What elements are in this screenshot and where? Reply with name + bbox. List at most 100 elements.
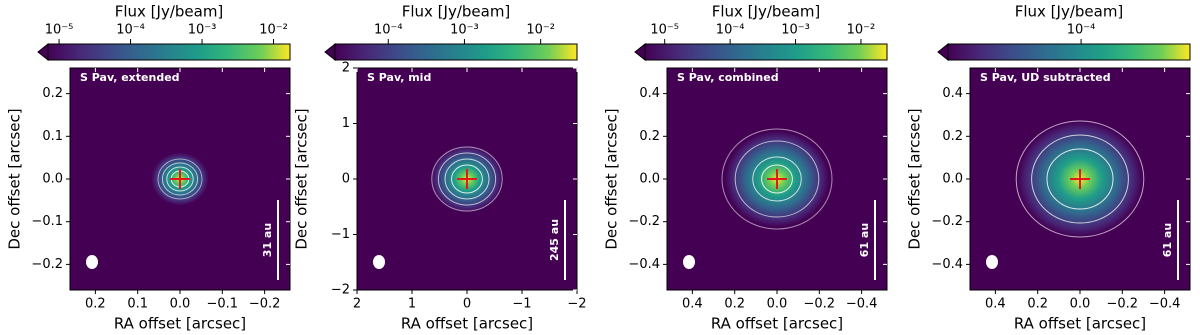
y-tick-label: 0 xyxy=(342,172,350,187)
y-tick-label: 0.4 xyxy=(639,86,660,101)
panel: 245 au S Pav, mid 2 1 0 −1 −2 −2 −1 0 1 2 RA offset … xyxy=(293,3,587,333)
y-tick-label: 0.0 xyxy=(639,172,660,187)
colorbar-extend xyxy=(937,42,949,62)
x-tick-label: 0.4 xyxy=(985,297,1006,312)
colorbar-tick-label: 10⁻⁴ xyxy=(116,23,145,38)
colorbar-tick-label: 10⁻⁵ xyxy=(650,23,679,38)
y-tick-label: 0.0 xyxy=(42,172,63,187)
image: 61 au S Pav, UD subtracted xyxy=(970,68,1190,290)
colorbar-tick-label: 10⁻⁴ xyxy=(1067,23,1096,38)
y-tick-label: −0.4 xyxy=(931,257,963,272)
image: 61 au S Pav, combined xyxy=(667,68,887,290)
y-tick-label: −0.2 xyxy=(931,214,963,229)
x-tick-label: −0.4 xyxy=(1149,297,1181,312)
y-tick-label: −0.2 xyxy=(31,257,63,272)
contour xyxy=(1015,120,1145,238)
scale-label: 31 au xyxy=(261,223,274,257)
contour xyxy=(437,152,497,206)
x-tick-label: −1 xyxy=(512,297,531,312)
contour xyxy=(734,140,820,218)
y-tick-label: −2 xyxy=(331,283,350,298)
x-tick-label: −0.2 xyxy=(1107,297,1139,312)
colorbar-extend xyxy=(634,42,646,62)
x-tick-label: −0.2 xyxy=(249,297,281,312)
panel-label: S Pav, mid xyxy=(367,71,431,84)
colorbar xyxy=(947,43,1191,61)
beam xyxy=(683,255,695,269)
x-tick-label: −0.4 xyxy=(846,297,878,312)
colorbar-tick-label: 10⁻³ xyxy=(188,23,217,38)
image: 245 au S Pav, mid xyxy=(357,68,577,290)
contour xyxy=(451,164,483,194)
y-tick-label: 0.0 xyxy=(942,172,963,187)
x-tick-label: −0.2 xyxy=(804,297,836,312)
contour xyxy=(761,164,793,194)
beam xyxy=(373,255,385,269)
contour xyxy=(721,128,833,230)
x-tick-label: 0.4 xyxy=(682,297,703,312)
y-tick-label: 0.2 xyxy=(942,129,963,144)
colorbar-tick-label: 10⁻³ xyxy=(450,23,479,38)
contour xyxy=(444,158,490,200)
y-tick-label: 0.2 xyxy=(42,86,63,101)
x-tick-label: 0.0 xyxy=(170,297,191,312)
x-axis-label: RA offset [arcsec] xyxy=(711,315,843,333)
y-axis-label: Dec offset [arcsec] xyxy=(293,108,311,249)
x-tick-label: 0.2 xyxy=(85,297,106,312)
y-tick-label: 0.2 xyxy=(639,129,660,144)
panel-label: S Pav, extended xyxy=(80,71,180,84)
scale-label: 61 au xyxy=(858,223,871,257)
colorbar-tick-label: 10⁻⁴ xyxy=(374,23,403,38)
colorbar-tick-label: 10⁻³ xyxy=(781,23,810,38)
colorbar-tick-label: 10⁻² xyxy=(259,23,288,38)
y-axis-label: Dec offset [arcsec] xyxy=(906,108,924,249)
contour xyxy=(166,166,194,192)
x-tick-label: 0.1 xyxy=(127,297,148,312)
contour xyxy=(752,156,802,202)
x-axis-label: RA offset [arcsec] xyxy=(114,315,246,333)
colorbar-tick-label: 10⁻² xyxy=(847,23,876,38)
x-tick-label: −2 xyxy=(567,297,586,312)
colorbar-tick-label: 10⁻⁵ xyxy=(45,23,74,38)
y-axis-label: Dec offset [arcsec] xyxy=(603,108,621,249)
x-axis-label: RA offset [arcsec] xyxy=(401,315,533,333)
image: 31 au S Pav, extended xyxy=(70,68,290,290)
x-tick-label: 0.2 xyxy=(724,297,745,312)
colorbar-label: Flux [Jy/beam] xyxy=(1015,3,1124,21)
colorbar-extend xyxy=(37,42,49,62)
y-tick-label: 1 xyxy=(342,116,350,131)
panel: 31 au S Pav, extended 0.2 0.1 0.0 −0.1 −0.2 −0.… xyxy=(6,3,291,333)
panel: 61 au S Pav, combined 0.4 0.2 0.0 −0.2 −0.4 −0.… xyxy=(603,3,888,333)
panel-label: S Pav, combined xyxy=(677,71,779,84)
x-tick-label: 0.2 xyxy=(1027,297,1048,312)
contour xyxy=(1031,134,1129,224)
colorbar-tick-label: 10⁻⁴ xyxy=(716,23,745,38)
x-tick-label: 0.0 xyxy=(767,297,788,312)
panel-label: S Pav, UD subtracted xyxy=(980,71,1111,84)
x-tick-label: 1 xyxy=(408,297,416,312)
colorbar-label: Flux [Jy/beam] xyxy=(115,3,224,21)
contour xyxy=(157,158,203,200)
x-tick-label: 2 xyxy=(353,297,361,312)
y-tick-label: −0.4 xyxy=(628,257,660,272)
x-axis-label: RA offset [arcsec] xyxy=(1014,315,1146,333)
contour xyxy=(1046,148,1114,210)
y-tick-label: −0.2 xyxy=(628,214,660,229)
scale-label: 245 au xyxy=(548,219,561,261)
contour xyxy=(431,146,503,212)
y-tick-label: −0.1 xyxy=(31,214,63,229)
colorbar-label: Flux [Jy/beam] xyxy=(712,3,821,21)
colorbar xyxy=(334,43,578,61)
colorbar-label: Flux [Jy/beam] xyxy=(402,3,511,21)
beam xyxy=(86,255,98,269)
panel: 61 au S Pav, UD subtracted 0.4 0.2 0.0 −0.2 −0… xyxy=(906,3,1191,333)
scale-label: 61 au xyxy=(1161,223,1174,257)
contour xyxy=(161,162,199,196)
y-tick-label: 2 xyxy=(342,61,350,76)
y-tick-label: −1 xyxy=(331,227,350,242)
x-tick-label: 0.0 xyxy=(1070,297,1091,312)
y-tick-label: 0.1 xyxy=(42,129,63,144)
colorbar-tick-label: 10⁻² xyxy=(526,23,555,38)
x-tick-label: 0 xyxy=(463,297,471,312)
